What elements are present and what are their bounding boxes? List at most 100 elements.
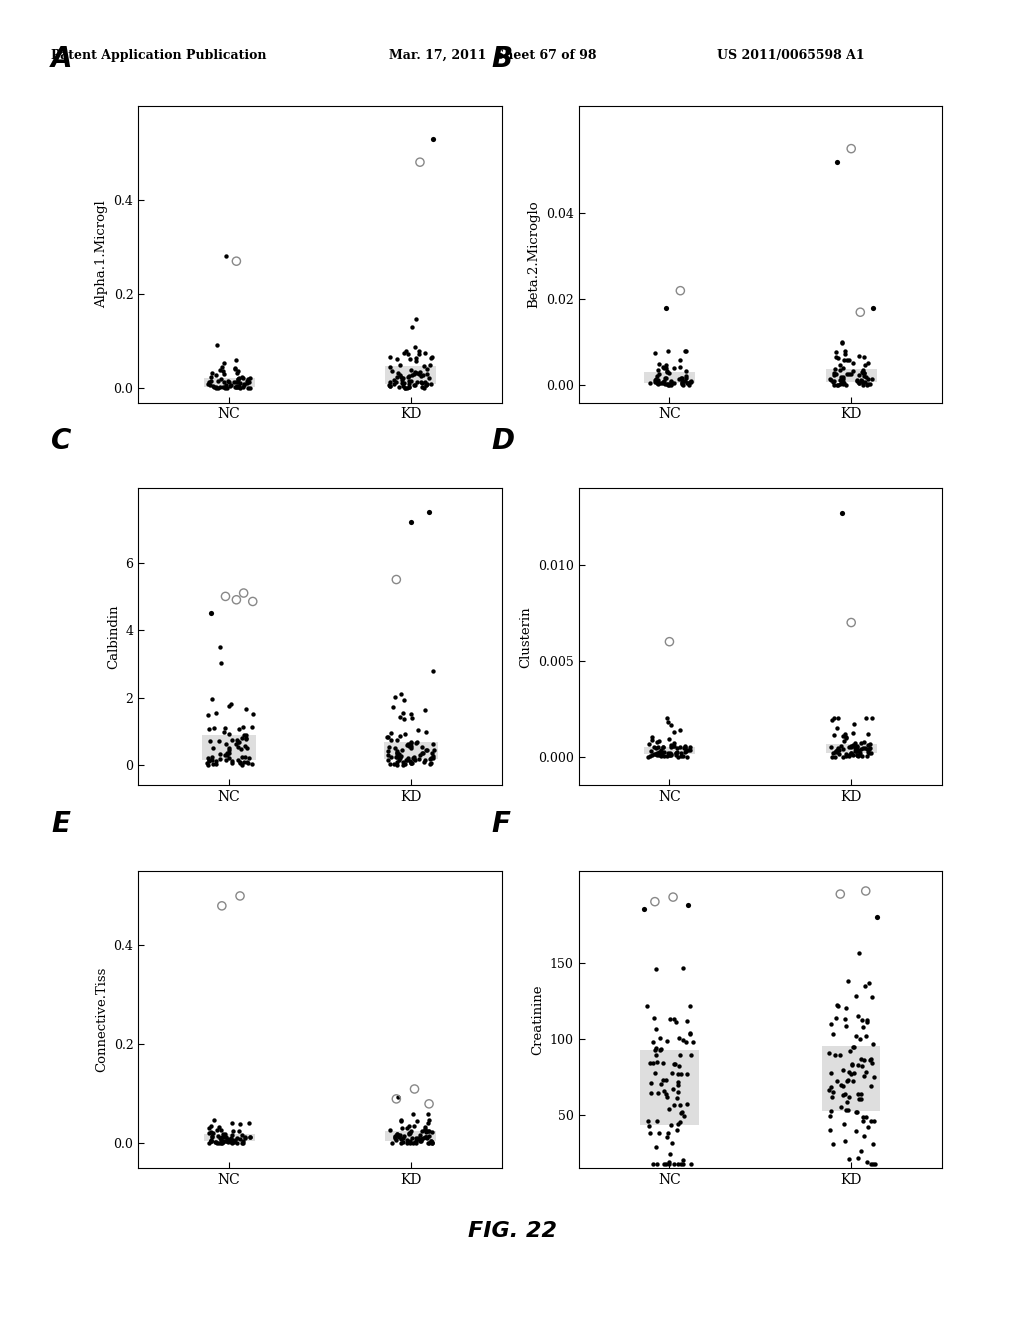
Point <box>674 372 690 393</box>
Point <box>403 752 420 774</box>
Point <box>222 376 239 397</box>
Point <box>829 374 846 395</box>
Point <box>419 363 435 384</box>
Point <box>658 708 675 729</box>
Point <box>223 375 240 396</box>
Point <box>415 1119 431 1140</box>
Point <box>406 746 422 767</box>
Point <box>658 1031 675 1052</box>
Point <box>668 742 684 763</box>
Point <box>201 1133 217 1154</box>
Point <box>417 1118 433 1139</box>
Point <box>666 735 682 756</box>
Point <box>422 1130 438 1151</box>
Point <box>641 733 657 754</box>
Point <box>655 371 672 392</box>
Point <box>829 738 846 759</box>
Point <box>394 1118 411 1139</box>
Point <box>848 1026 864 1047</box>
Point <box>414 1130 430 1151</box>
Point <box>653 746 670 767</box>
Point <box>386 370 402 391</box>
Point <box>425 733 441 754</box>
Point <box>853 1055 869 1076</box>
Point <box>211 743 227 764</box>
Point <box>654 372 671 393</box>
Point <box>658 362 675 383</box>
Point <box>821 1043 838 1064</box>
Point <box>680 894 696 915</box>
Point <box>398 734 415 755</box>
Point <box>841 1086 857 1107</box>
Point <box>860 738 877 759</box>
Point <box>411 364 427 385</box>
Point <box>829 708 846 729</box>
Point <box>411 343 427 364</box>
Point <box>827 1007 844 1028</box>
Point <box>209 1119 225 1140</box>
Point <box>837 1130 853 1151</box>
Point <box>412 1125 428 1146</box>
Point <box>679 1064 695 1085</box>
Point <box>670 1071 686 1092</box>
Point <box>217 586 233 607</box>
Point <box>402 512 419 533</box>
Point <box>835 746 851 767</box>
Point <box>393 1133 410 1154</box>
Point <box>417 1117 433 1138</box>
Point <box>854 371 870 392</box>
Point <box>391 376 408 397</box>
Point <box>640 746 656 767</box>
Point <box>657 355 674 376</box>
Point <box>408 309 424 330</box>
Point <box>389 751 406 772</box>
Point <box>838 746 854 767</box>
Point <box>415 742 431 763</box>
Point <box>653 739 670 760</box>
Point <box>650 744 667 766</box>
Point <box>422 754 438 775</box>
Point <box>838 375 854 396</box>
Point <box>848 1121 864 1142</box>
Point <box>220 738 237 759</box>
Point <box>650 370 667 391</box>
Point <box>396 689 413 710</box>
Point <box>836 348 852 370</box>
Point <box>662 1154 678 1175</box>
Point <box>657 297 674 318</box>
Point <box>841 737 857 758</box>
Point <box>837 343 853 364</box>
Point <box>229 375 246 396</box>
Point <box>866 1110 883 1131</box>
Point <box>649 372 666 393</box>
Point <box>853 370 869 391</box>
Point <box>662 631 678 652</box>
Point <box>225 371 242 392</box>
Point <box>848 741 864 762</box>
Point <box>393 684 410 705</box>
Point <box>239 372 255 393</box>
Point <box>669 744 685 766</box>
Point <box>682 737 698 758</box>
Point <box>859 1011 876 1032</box>
Point <box>682 1024 698 1045</box>
Point <box>833 1074 849 1096</box>
Point <box>821 1119 838 1140</box>
Point <box>826 371 843 392</box>
Bar <box>202 734 256 760</box>
Point <box>424 346 440 367</box>
Point <box>674 371 690 392</box>
Text: US 2011/0065598 A1: US 2011/0065598 A1 <box>717 49 864 62</box>
Point <box>421 1121 437 1142</box>
Point <box>827 346 844 367</box>
Point <box>425 128 441 149</box>
Point <box>660 363 677 384</box>
Point <box>857 880 873 902</box>
Point <box>417 750 433 771</box>
Point <box>424 1131 440 1152</box>
Point <box>643 1072 659 1093</box>
Point <box>394 372 411 393</box>
Point <box>395 1127 412 1148</box>
Point <box>419 374 435 395</box>
Point <box>412 152 428 173</box>
